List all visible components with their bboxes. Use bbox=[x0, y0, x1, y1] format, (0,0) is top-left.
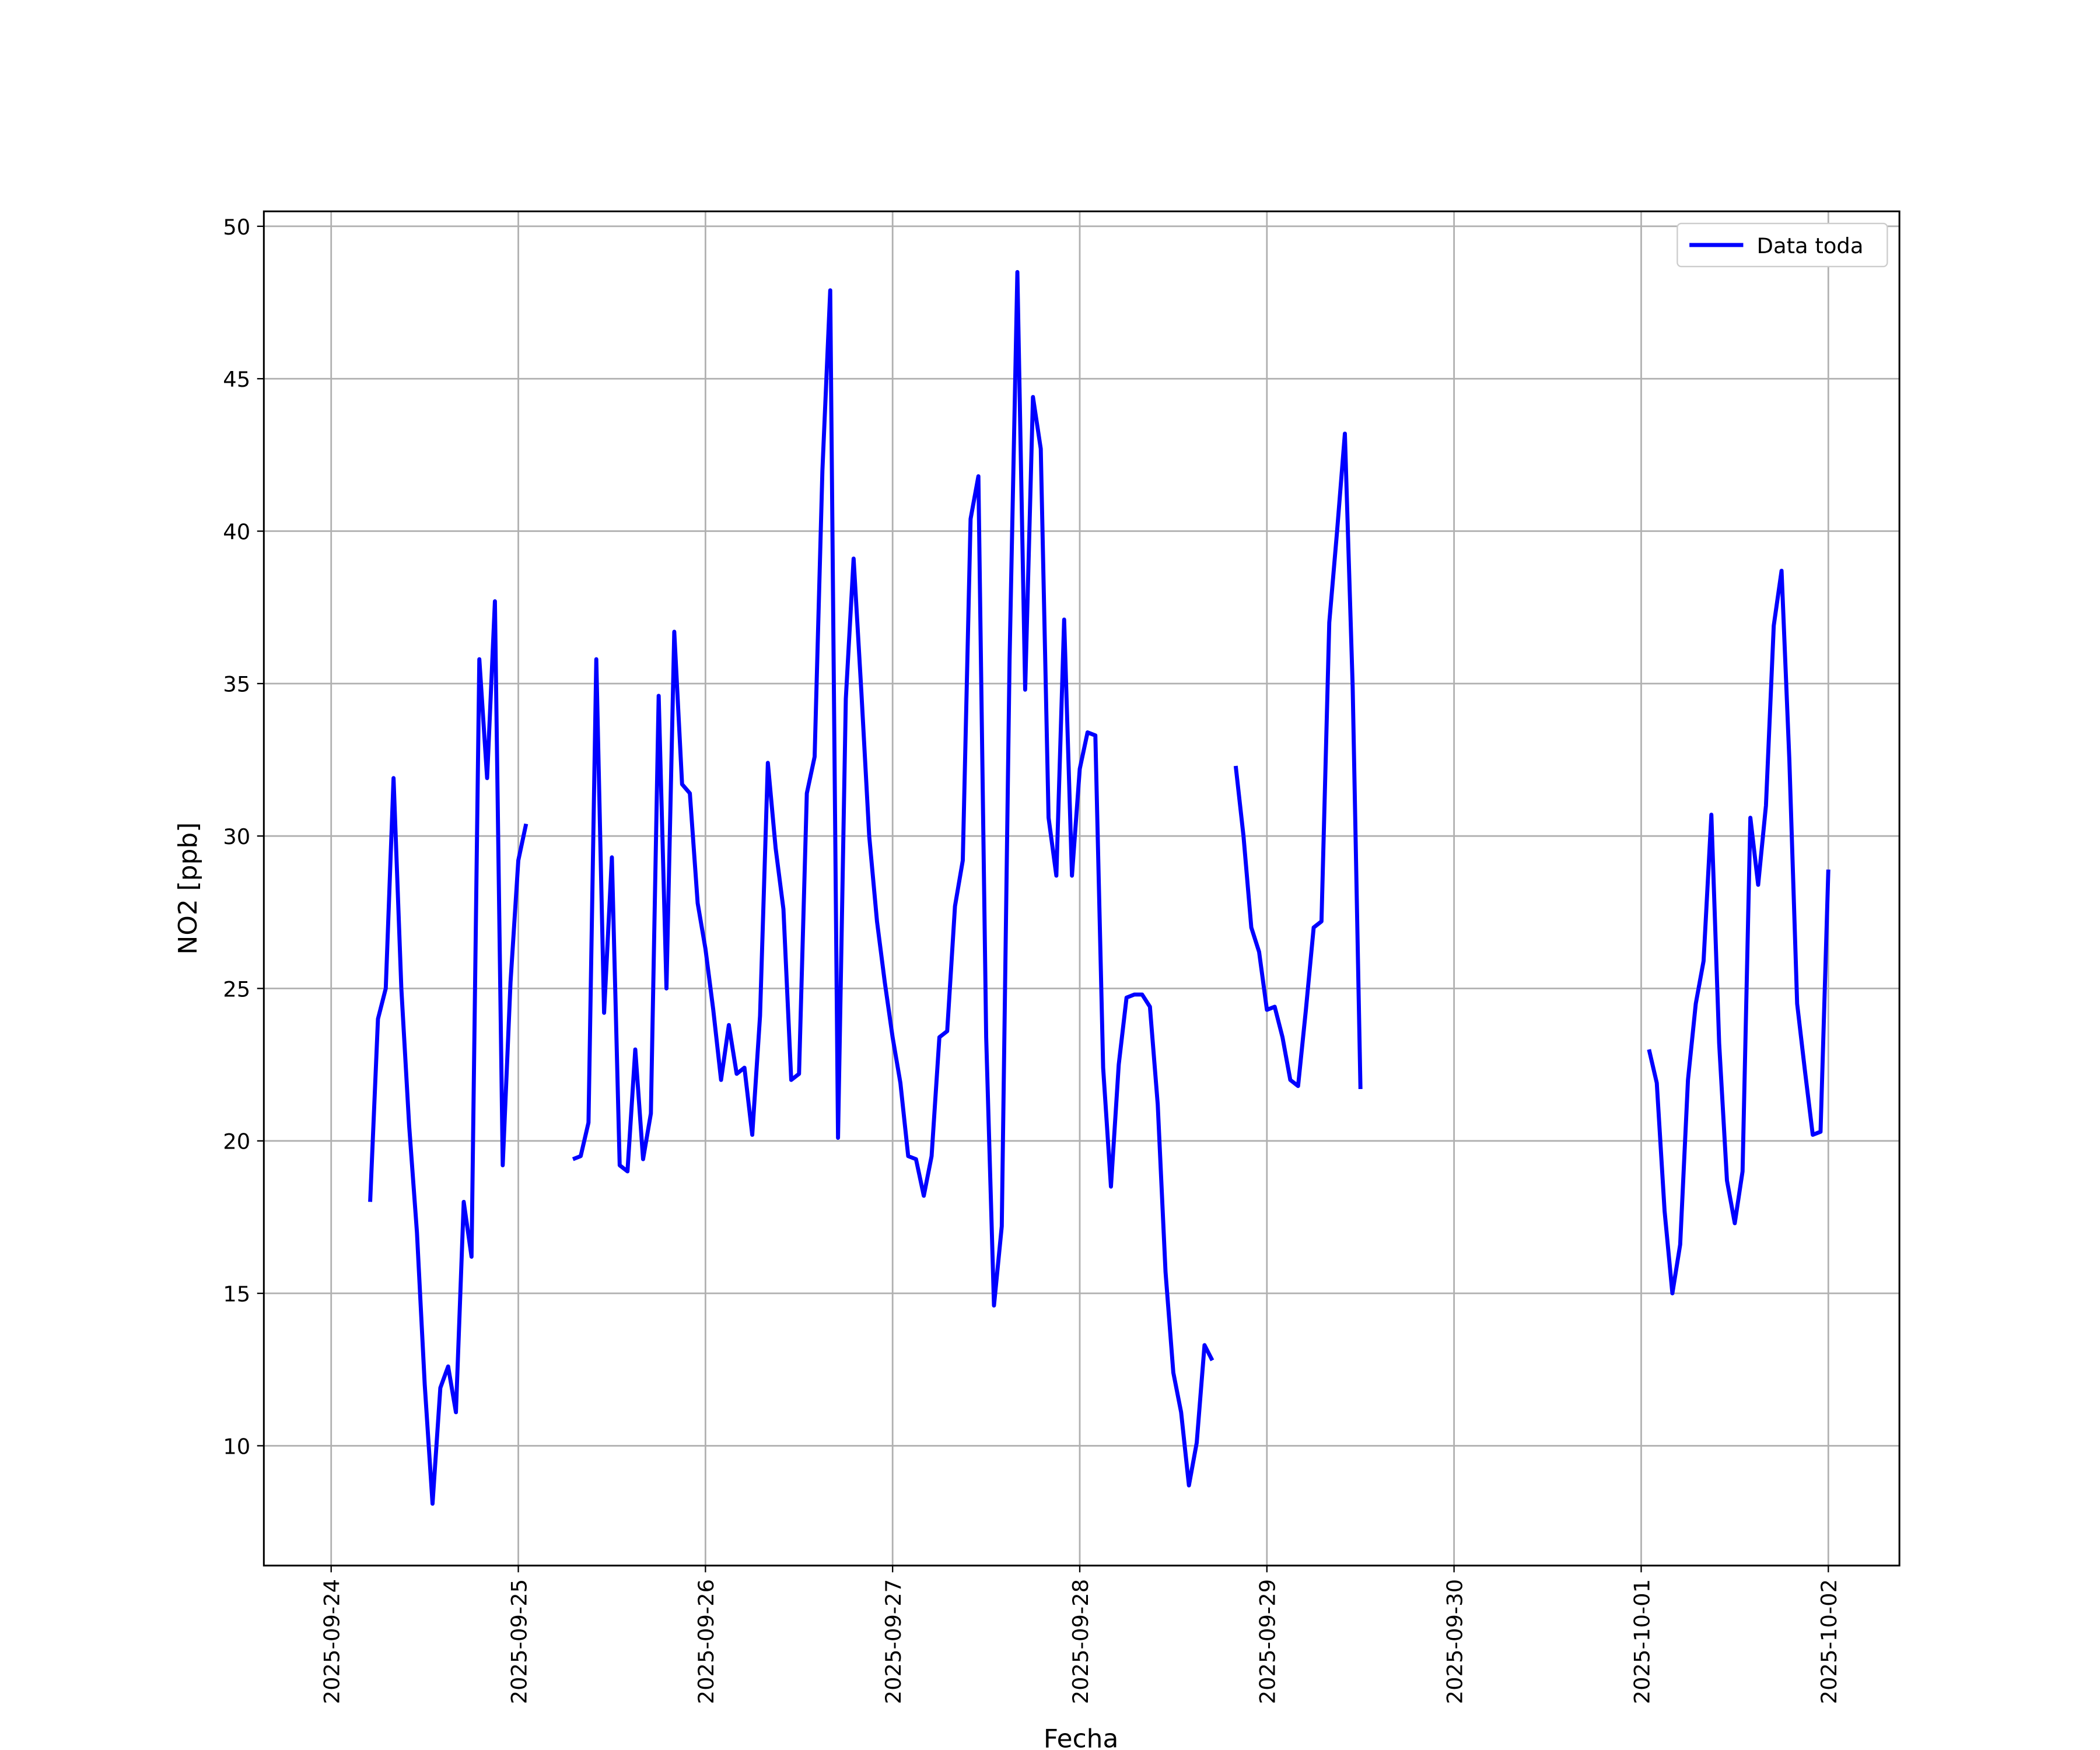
y-tick-label: 35 bbox=[223, 672, 250, 697]
x-tick-label: 2025-10-02 bbox=[1817, 1579, 1842, 1704]
plot-frame bbox=[262, 210, 1901, 1567]
y-tick-label: 25 bbox=[223, 977, 250, 1002]
y-tick-label: 15 bbox=[223, 1282, 250, 1307]
y-tick-label: 45 bbox=[223, 367, 250, 392]
x-tick-label: 2025-09-29 bbox=[1255, 1579, 1280, 1704]
x-tick-label: 2025-09-30 bbox=[1442, 1579, 1467, 1704]
y-axis-label: NO2 [ppb] bbox=[173, 822, 203, 955]
legend-box bbox=[1676, 222, 1888, 268]
y-tick-label: 50 bbox=[223, 215, 250, 240]
y-tick-label: 10 bbox=[223, 1434, 250, 1459]
y-tick-label: 20 bbox=[223, 1129, 250, 1154]
x-tick-label: 2025-09-26 bbox=[694, 1579, 719, 1704]
x-tick-label: 2025-09-24 bbox=[320, 1579, 345, 1704]
legend-label: Data toda bbox=[1757, 233, 1864, 258]
x-tick-label: 2025-09-27 bbox=[881, 1579, 906, 1704]
x-tick-label: 2025-10-01 bbox=[1629, 1579, 1654, 1704]
y-tick-label: 40 bbox=[223, 519, 250, 544]
line-series bbox=[368, 270, 1831, 1506]
x-axis-label: Fecha bbox=[1044, 1724, 1119, 1750]
x-tick-label: 2025-09-28 bbox=[1068, 1579, 1093, 1704]
y-tick-label: 30 bbox=[223, 824, 250, 849]
x-tick-label: 2025-09-25 bbox=[506, 1579, 531, 1704]
